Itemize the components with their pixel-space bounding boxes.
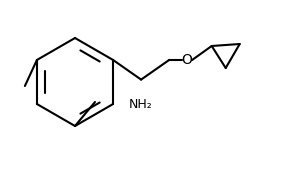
Text: O: O: [182, 53, 193, 67]
Text: NH₂: NH₂: [129, 98, 153, 111]
